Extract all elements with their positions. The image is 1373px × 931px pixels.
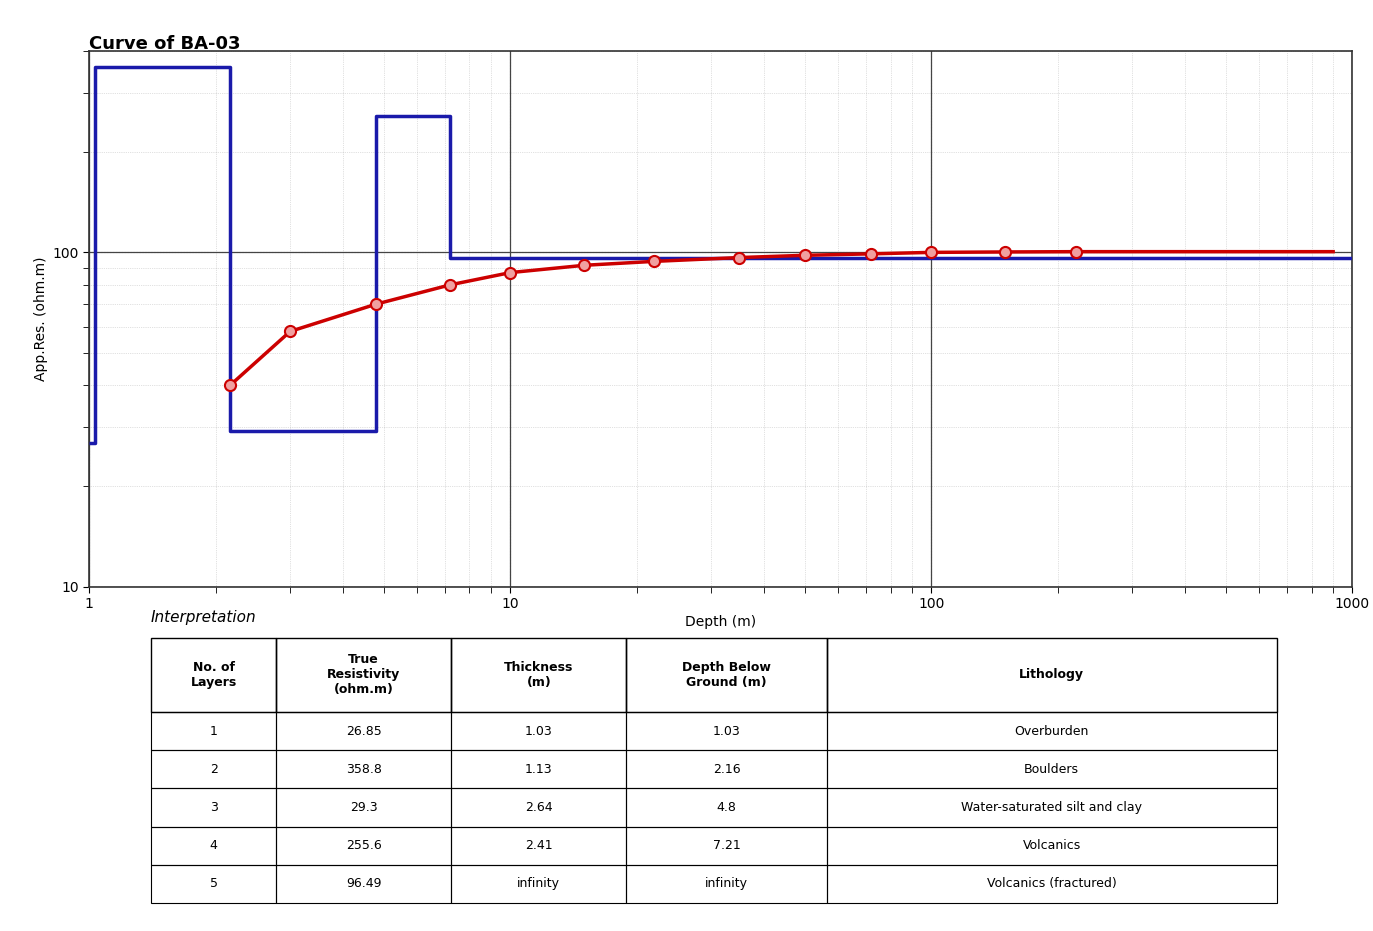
Text: 5: 5 (210, 877, 217, 890)
Bar (626, 827, 827, 865)
Text: Water-saturated silt and clay: Water-saturated silt and clay (961, 801, 1142, 814)
Text: 7.21: 7.21 (713, 839, 740, 852)
Text: 96.49: 96.49 (346, 877, 382, 890)
Text: 26.85: 26.85 (346, 724, 382, 737)
Text: Interpretation: Interpretation (151, 610, 257, 625)
Y-axis label: App.Res. (ohm.m): App.Res. (ohm.m) (34, 257, 48, 381)
Text: 4.8: 4.8 (717, 801, 736, 814)
Bar (452, 865, 626, 903)
Text: True
Resistivity
(ohm.m): True Resistivity (ohm.m) (327, 654, 401, 696)
Text: 2.41: 2.41 (524, 839, 553, 852)
Bar (827, 638, 1277, 712)
Text: 1.03: 1.03 (713, 724, 740, 737)
X-axis label: Depth (m): Depth (m) (685, 615, 757, 629)
Text: Overburden: Overburden (1015, 724, 1089, 737)
Text: Thickness
(m): Thickness (m) (504, 661, 574, 689)
Bar (452, 750, 626, 789)
Text: 1.13: 1.13 (524, 762, 553, 776)
Text: 1.03: 1.03 (524, 724, 553, 737)
Text: 29.3: 29.3 (350, 801, 378, 814)
Text: 4: 4 (210, 839, 217, 852)
Bar (151, 789, 276, 827)
Text: infinity: infinity (704, 877, 748, 890)
Bar (151, 750, 276, 789)
Bar (626, 789, 827, 827)
Bar (276, 750, 452, 789)
Bar (626, 750, 827, 789)
Bar (827, 827, 1277, 865)
Text: 255.6: 255.6 (346, 839, 382, 852)
Bar (151, 865, 276, 903)
Bar (151, 712, 276, 750)
Bar (827, 750, 1277, 789)
Text: No. of
Layers: No. of Layers (191, 661, 236, 689)
Text: Curve of BA-03: Curve of BA-03 (89, 35, 240, 53)
Text: 3: 3 (210, 801, 217, 814)
Bar (452, 827, 626, 865)
Text: 1: 1 (210, 724, 217, 737)
Text: 2.64: 2.64 (524, 801, 553, 814)
Bar (151, 638, 276, 712)
Bar (276, 712, 452, 750)
Text: 358.8: 358.8 (346, 762, 382, 776)
Bar (452, 789, 626, 827)
Text: Lithology: Lithology (1019, 668, 1085, 681)
Bar (452, 712, 626, 750)
Text: Depth Below
Ground (m): Depth Below Ground (m) (682, 661, 770, 689)
Text: 2: 2 (210, 762, 217, 776)
Bar (827, 789, 1277, 827)
Bar (452, 638, 626, 712)
Bar (827, 712, 1277, 750)
Text: infinity: infinity (518, 877, 560, 890)
Bar (151, 827, 276, 865)
Bar (276, 638, 452, 712)
Text: 2.16: 2.16 (713, 762, 740, 776)
Text: Volcanics: Volcanics (1023, 839, 1081, 852)
Bar (276, 827, 452, 865)
Text: Volcanics (fractured): Volcanics (fractured) (987, 877, 1116, 890)
Bar (626, 865, 827, 903)
Bar (626, 712, 827, 750)
Text: Boulders: Boulders (1024, 762, 1079, 776)
Bar (626, 638, 827, 712)
Bar (276, 789, 452, 827)
Bar (827, 865, 1277, 903)
Bar (276, 865, 452, 903)
